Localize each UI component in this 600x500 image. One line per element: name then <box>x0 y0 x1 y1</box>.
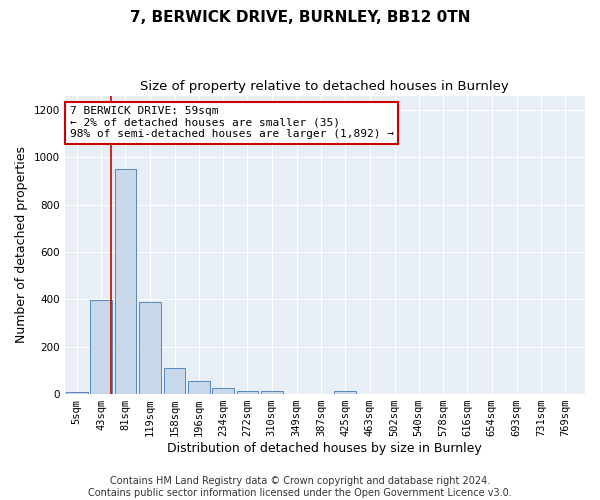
Bar <box>115 169 136 394</box>
Title: Size of property relative to detached houses in Burnley: Size of property relative to detached ho… <box>140 80 509 93</box>
Bar <box>236 390 259 394</box>
Bar <box>66 392 88 394</box>
Text: 7, BERWICK DRIVE, BURNLEY, BB12 0TN: 7, BERWICK DRIVE, BURNLEY, BB12 0TN <box>130 10 470 25</box>
Bar <box>188 381 210 394</box>
Bar <box>90 300 112 394</box>
X-axis label: Distribution of detached houses by size in Burnley: Distribution of detached houses by size … <box>167 442 482 455</box>
Bar <box>212 388 234 394</box>
Bar <box>261 390 283 394</box>
Y-axis label: Number of detached properties: Number of detached properties <box>15 146 28 344</box>
Bar <box>334 390 356 394</box>
Text: Contains HM Land Registry data © Crown copyright and database right 2024.
Contai: Contains HM Land Registry data © Crown c… <box>88 476 512 498</box>
Bar <box>164 368 185 394</box>
Bar <box>139 302 161 394</box>
Text: 7 BERWICK DRIVE: 59sqm
← 2% of detached houses are smaller (35)
98% of semi-deta: 7 BERWICK DRIVE: 59sqm ← 2% of detached … <box>70 106 394 139</box>
